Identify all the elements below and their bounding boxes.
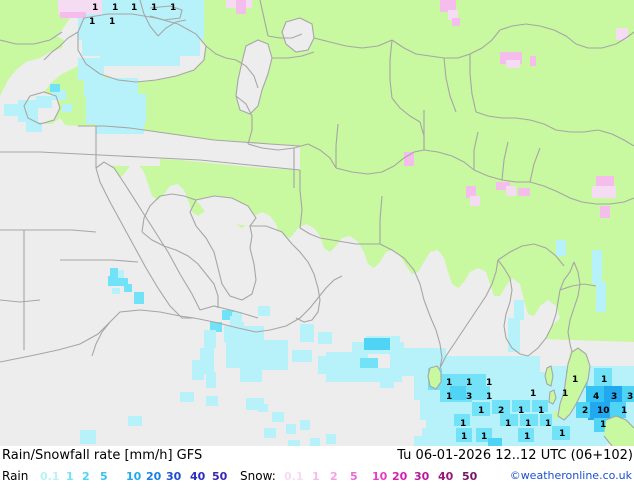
precip-value-label: 3: [627, 392, 634, 402]
precip-value-label: 1: [481, 432, 488, 442]
precip-value-label: 1: [466, 378, 473, 388]
precip-value-label: 1: [545, 419, 552, 429]
color-scale-row: Rain Snow: ©weatheronline.co.uk 0.1 1 2 5 10…: [0, 468, 634, 488]
precip-value-label: 2: [582, 406, 589, 416]
landmass-group: [0, 0, 634, 446]
precip-value-label: 10: [597, 406, 610, 416]
footer-title-row: Rain/Snowfall rate [mm/h] GFS Tu 06-01-2…: [0, 448, 634, 467]
precip-value-label: 1: [89, 17, 96, 27]
precip-value-label: 1: [112, 3, 119, 13]
precip-value-label: 3: [611, 392, 618, 402]
snow-scale-label: Snow:: [240, 469, 276, 483]
snow-scale-step: 1: [312, 470, 320, 483]
precip-value-label: 1: [170, 3, 177, 13]
precip-value-label: 1: [461, 432, 468, 442]
rain-scale-step: 30: [166, 470, 182, 483]
precip-value-label: 1: [572, 375, 579, 385]
rain-scale-label: Rain: [2, 469, 29, 483]
copyright-notice: ©weatheronline.co.uk: [509, 469, 632, 482]
precip-value-label: 1: [92, 3, 99, 13]
precip-value-label: 1: [601, 375, 608, 385]
rain-scale-step: 20: [146, 470, 162, 483]
precip-value-label: 1: [505, 419, 512, 429]
snow-scale-step: 20: [392, 470, 408, 483]
snow-scale-step: 10: [372, 470, 388, 483]
precip-value-label: 2: [498, 406, 505, 416]
precip-value-label: 1: [518, 406, 525, 416]
precip-value-label: 1: [446, 378, 453, 388]
model-run-timestamp: Tu 06-01-2026 12..12 UTC (06+102): [397, 448, 633, 463]
rain-scale-step: 5: [100, 470, 108, 483]
snow-scale-step: 2: [330, 470, 338, 483]
precip-value-label: 1: [486, 378, 493, 388]
rain-scale-step: 1: [66, 470, 74, 483]
map-footer: Rain/Snowfall rate [mm/h] GFS Tu 06-01-2…: [0, 446, 634, 490]
precip-value-label: 4: [593, 392, 600, 402]
island-land-group: [428, 348, 634, 446]
precip-value-label: 1: [109, 17, 116, 27]
precip-value-label: 1: [559, 429, 566, 439]
precip-value-label: 1: [131, 3, 138, 13]
rain-scale-step: 10: [126, 470, 142, 483]
precip-value-label: 1: [486, 392, 493, 402]
rain-scale-step: 50: [212, 470, 228, 483]
precip-value-label: 1: [446, 392, 453, 402]
precip-value-label: 1: [478, 406, 485, 416]
precipitation-map[interactable]: 1 1 1 1 1 1 1 1 1 1 1 3 1 1 2 1 1 1 1 1 1 1 1 1 1 1 1 1 4 3 3 2 10 1 1 1: [0, 0, 634, 446]
precip-value-label: 1: [621, 406, 628, 416]
rain-scale-step: 40: [190, 470, 206, 483]
snow-scale-step: 50: [462, 470, 478, 483]
map-canvas: [0, 0, 634, 446]
product-title: Rain/Snowfall rate [mm/h] GFS: [2, 448, 203, 463]
precip-value-label: 1: [562, 389, 569, 399]
snow-scale-step: 0.1: [284, 470, 304, 483]
precip-value-label: 1: [600, 420, 607, 430]
precip-value-label: 1: [525, 419, 532, 429]
precip-value-label: 1: [151, 3, 158, 13]
precip-value-label: 1: [538, 406, 545, 416]
borders-group: [0, 0, 634, 446]
snow-scale-step: 40: [438, 470, 454, 483]
precip-value-label: 1: [460, 419, 467, 429]
precip-value-label: 1: [524, 432, 531, 442]
precip-value-label: 3: [466, 392, 473, 402]
snow-scale-step: 30: [414, 470, 430, 483]
rain-scale-step: 0.1: [40, 470, 60, 483]
rain-scale-step: 2: [82, 470, 90, 483]
snow-scale-step: 5: [350, 470, 358, 483]
precip-value-label: 1: [530, 389, 537, 399]
